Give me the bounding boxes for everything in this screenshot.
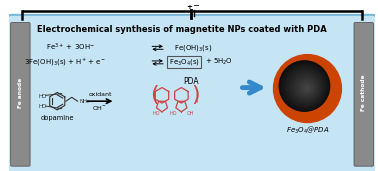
Text: oxidant: oxidant — [88, 92, 112, 97]
Text: HO: HO — [170, 111, 177, 116]
Text: Fe cathode: Fe cathode — [361, 75, 366, 111]
Circle shape — [281, 62, 328, 110]
Circle shape — [281, 63, 328, 109]
Circle shape — [303, 84, 311, 92]
Text: HO: HO — [39, 94, 47, 99]
Circle shape — [284, 65, 326, 108]
Circle shape — [286, 67, 325, 106]
Text: + 5H$_2$O: + 5H$_2$O — [204, 57, 232, 68]
Circle shape — [287, 68, 324, 106]
Text: −: − — [192, 1, 200, 10]
Text: 3Fe(OH)$_3$(s) + H$^{+}$ + e$^{-}$: 3Fe(OH)$_3$(s) + H$^{+}$ + e$^{-}$ — [24, 57, 106, 68]
Text: HO: HO — [152, 111, 160, 116]
Circle shape — [299, 80, 314, 96]
Circle shape — [297, 78, 316, 97]
Circle shape — [290, 71, 322, 103]
Circle shape — [307, 88, 308, 89]
Circle shape — [294, 75, 318, 100]
Text: PDA: PDA — [183, 77, 199, 86]
FancyBboxPatch shape — [167, 56, 201, 68]
Circle shape — [295, 76, 317, 98]
Text: NH$_2$: NH$_2$ — [79, 97, 90, 106]
Circle shape — [290, 71, 321, 103]
Circle shape — [296, 77, 316, 98]
Circle shape — [288, 69, 323, 104]
Circle shape — [291, 72, 321, 102]
Text: Fe anode: Fe anode — [18, 78, 23, 108]
Text: dopamine: dopamine — [40, 115, 74, 121]
Circle shape — [282, 64, 327, 109]
Text: Fe$^{3+}$ + 3OH$^{-}$: Fe$^{3+}$ + 3OH$^{-}$ — [46, 42, 95, 54]
Circle shape — [304, 85, 310, 91]
Circle shape — [291, 73, 320, 101]
Text: Electrochemical synthesis of magnetite NPs coated with PDA: Electrochemical synthesis of magnetite N… — [37, 25, 327, 34]
Circle shape — [279, 61, 330, 111]
Text: OH$^{-}$: OH$^{-}$ — [93, 104, 107, 112]
Circle shape — [292, 74, 319, 101]
Text: Fe(OH)$_3$(s): Fe(OH)$_3$(s) — [174, 43, 212, 53]
Circle shape — [283, 64, 327, 108]
Circle shape — [285, 67, 325, 107]
Circle shape — [274, 55, 341, 122]
Circle shape — [302, 83, 312, 93]
Circle shape — [294, 76, 318, 99]
Circle shape — [306, 87, 308, 90]
Circle shape — [280, 62, 329, 111]
FancyBboxPatch shape — [11, 23, 30, 166]
Circle shape — [302, 84, 311, 93]
FancyBboxPatch shape — [354, 23, 373, 166]
Text: Fe$_3$O$_4$@PDA: Fe$_3$O$_4$@PDA — [286, 125, 329, 136]
Circle shape — [293, 74, 319, 100]
Circle shape — [287, 69, 324, 105]
Text: ): ) — [191, 85, 200, 105]
Circle shape — [297, 79, 315, 97]
Circle shape — [284, 66, 326, 107]
Text: +: + — [186, 4, 192, 10]
Circle shape — [305, 86, 309, 90]
Text: HO: HO — [39, 103, 47, 109]
Circle shape — [289, 70, 322, 104]
Text: n: n — [195, 99, 198, 104]
Circle shape — [305, 86, 310, 91]
FancyBboxPatch shape — [7, 15, 377, 171]
Circle shape — [298, 79, 315, 96]
Circle shape — [299, 81, 314, 95]
Text: OH: OH — [187, 111, 195, 116]
Circle shape — [301, 82, 313, 94]
Text: Fe$_3$O$_4$(s): Fe$_3$O$_4$(s) — [169, 57, 200, 67]
Circle shape — [300, 81, 313, 94]
Text: (: ( — [150, 85, 159, 105]
